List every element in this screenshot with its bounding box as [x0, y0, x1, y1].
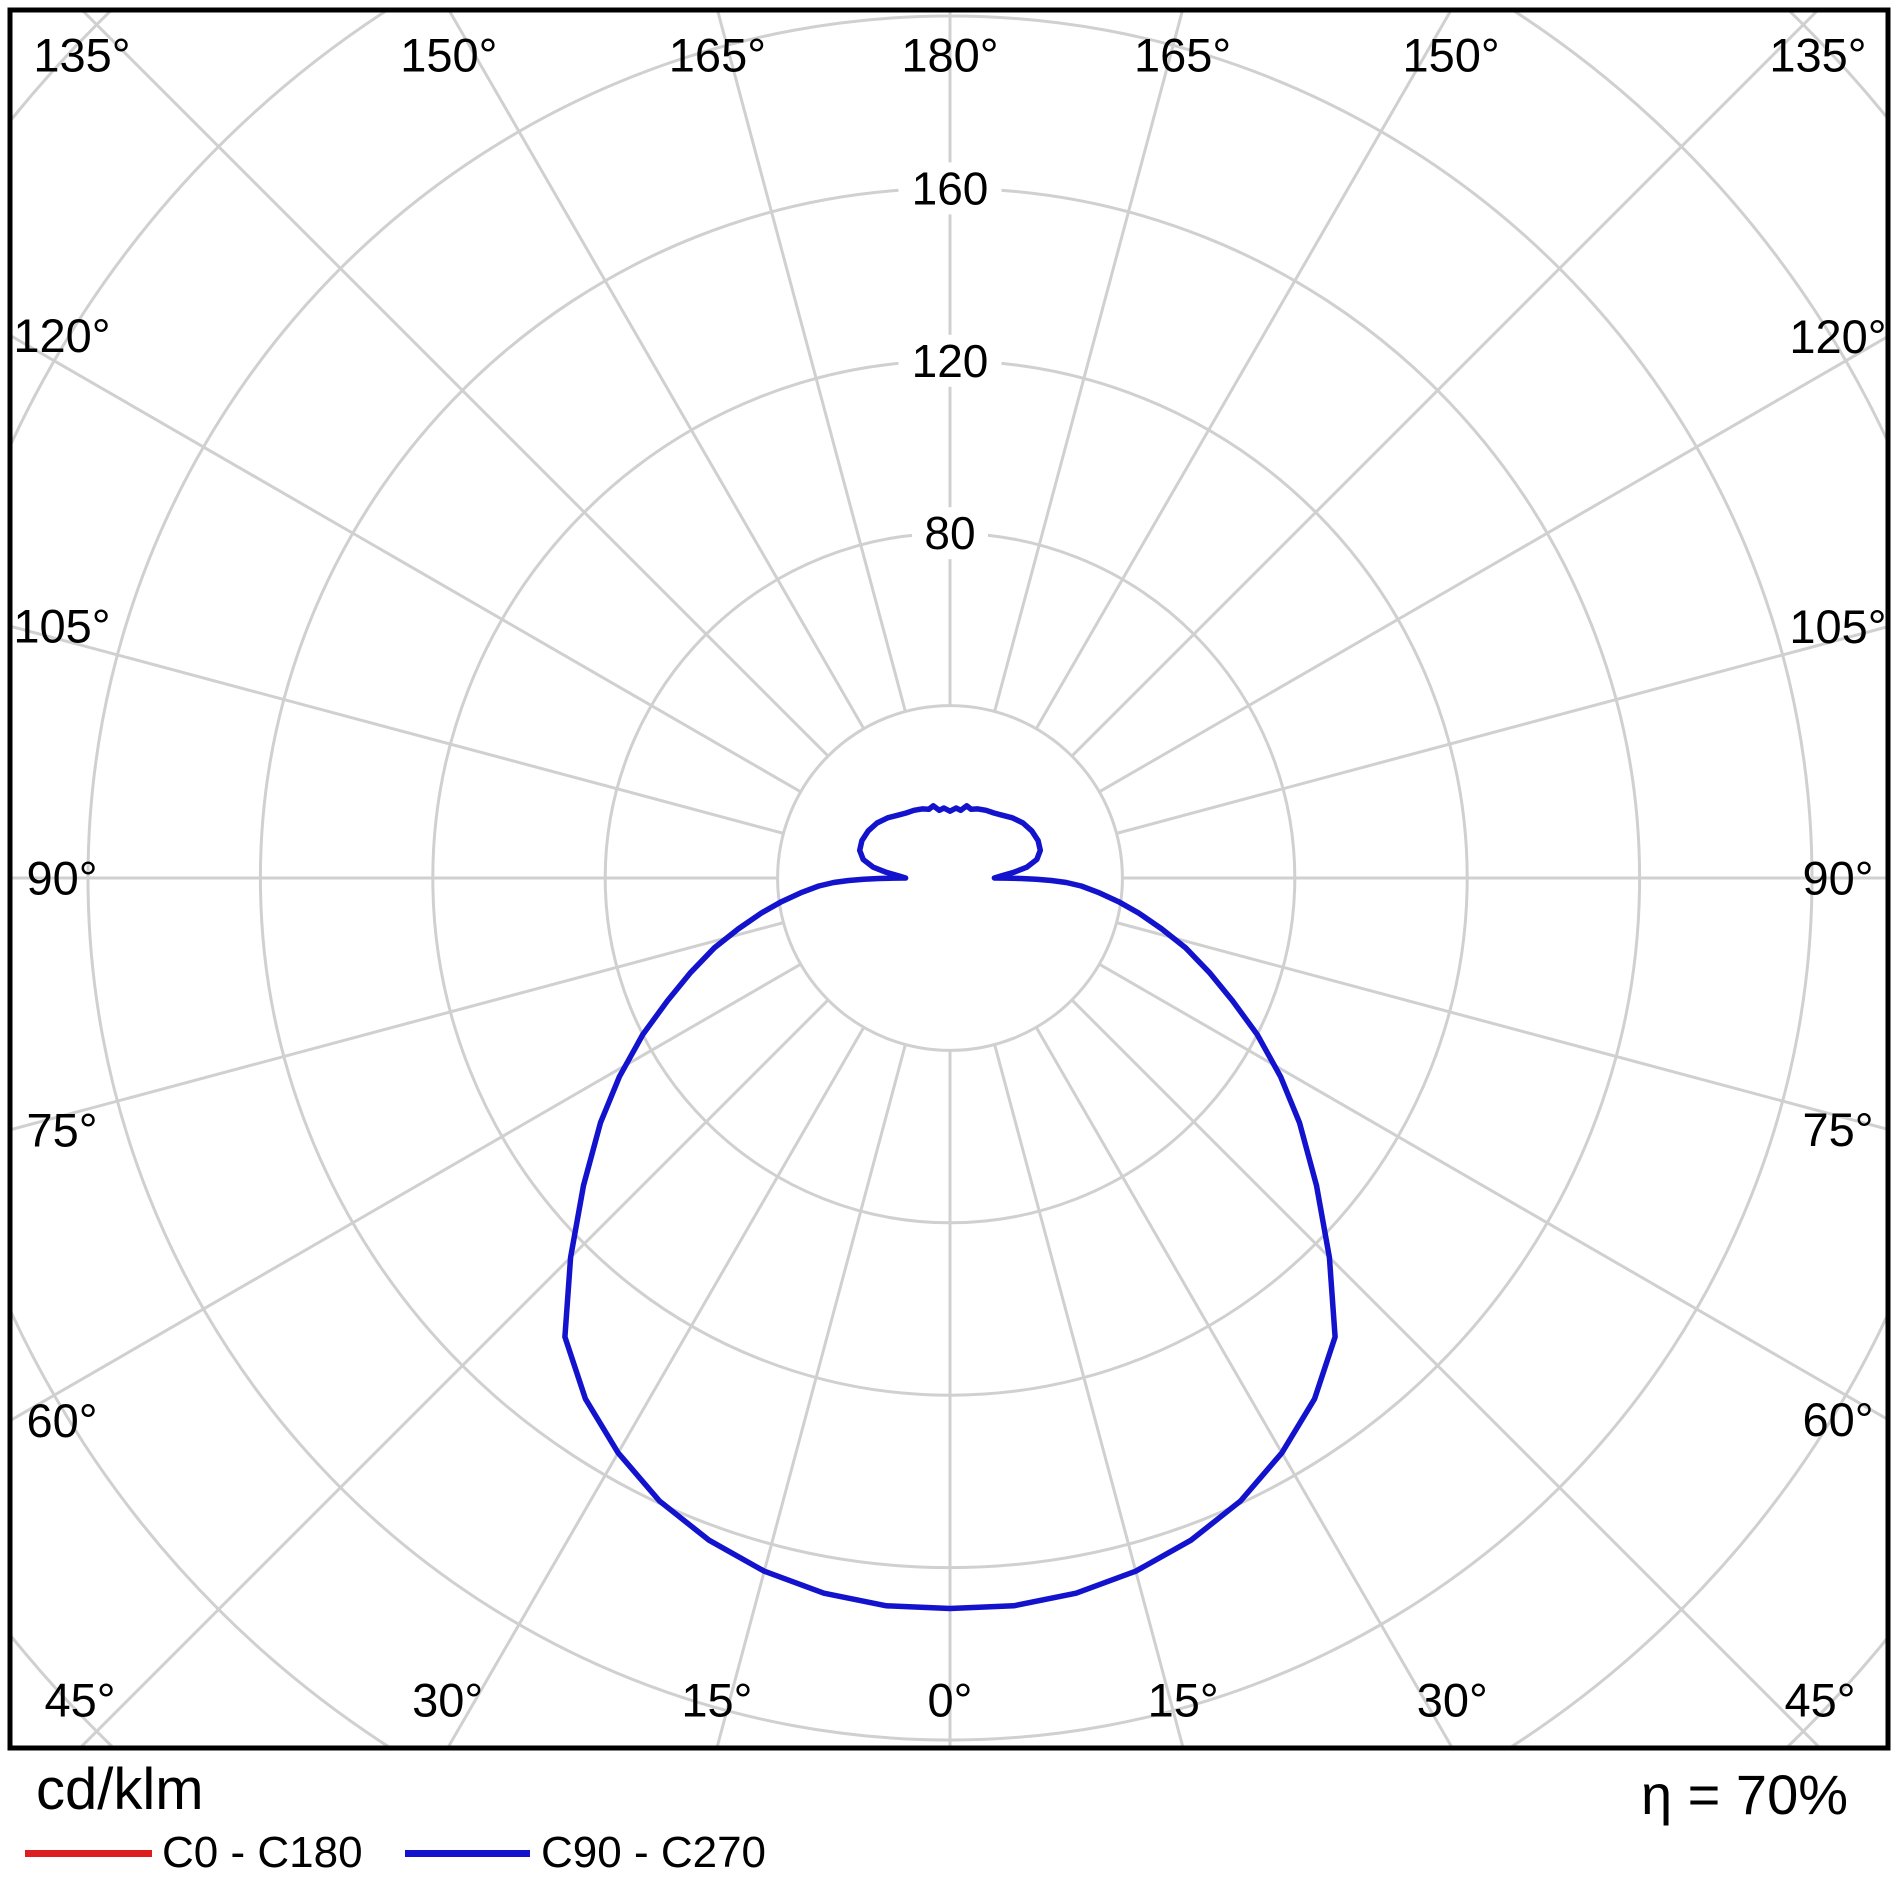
angle-label-right-150: 150° [1403, 29, 1500, 82]
angle-label-center-180: 180° [901, 29, 998, 82]
angle-label-right-105: 105° [1789, 600, 1886, 653]
grid-ray-60 [1098, 962, 1886, 1420]
ring-label-bg-80 [912, 507, 988, 560]
grid-ring-200 [86, 14, 1814, 1742]
ring-label-bg-160 [898, 162, 1002, 215]
angle-label-left-120: 120° [13, 309, 110, 362]
grid-ray-30 [1034, 1026, 1453, 1746]
grid-ray-165 [993, 12, 1184, 712]
grid-ray-240 [12, 335, 802, 794]
angle-label-right-135: 135° [1769, 29, 1866, 82]
legend-swatch-c90-c270 [405, 1850, 530, 1857]
grid-ray-45 [1070, 998, 1820, 1746]
angle-label-right-165: 165° [1134, 29, 1231, 82]
ring-label-120: 120 [912, 335, 989, 387]
angle-label-right-90: 90° [1802, 852, 1873, 905]
legend-label-c0-c180: C0 - C180 [162, 1828, 363, 1877]
angle-label-right-75: 75° [1802, 1103, 1873, 1156]
grid-ray-150 [1034, 12, 1452, 730]
grid-ray-315 [80, 998, 830, 1746]
angle-label-center-0: 0° [928, 1674, 973, 1727]
grid-ray-255 [12, 625, 784, 835]
grid-ray-135 [1070, 12, 1818, 758]
angle-label-right-45: 45° [1784, 1674, 1855, 1727]
grid-ray-195 [716, 12, 907, 712]
grid-ray-225 [82, 12, 830, 758]
ring-label-160: 160 [912, 162, 989, 214]
angle-label-left-105: 105° [13, 600, 110, 653]
angle-label-left-30: 30° [412, 1674, 483, 1727]
angle-label-right-30: 30° [1417, 1674, 1488, 1727]
angle-label-left-15: 15° [681, 1674, 752, 1727]
angle-label-left-75: 75° [26, 1103, 97, 1156]
angle-label-right-60: 60° [1802, 1393, 1873, 1446]
plot-border [7, 7, 1891, 1751]
legend-label-c90-c270: C90 - C270 [541, 1828, 767, 1877]
angle-label-left-150: 150° [400, 29, 497, 82]
angle-label-left-90: 90° [26, 852, 97, 905]
grid-ray-330 [447, 1026, 866, 1746]
ring-label-80: 80 [924, 507, 975, 559]
angle-label-left-135: 135° [33, 29, 130, 82]
grid-ray-15 [993, 1044, 1184, 1746]
grid-ray-210 [448, 12, 866, 730]
grid-ray-120 [1098, 336, 1886, 794]
angle-label-left-45: 45° [44, 1674, 115, 1727]
angle-label-left-60: 60° [26, 1394, 97, 1447]
efficiency-label: η = 70% [1640, 1763, 1848, 1826]
angle-label-right-15: 15° [1148, 1674, 1219, 1727]
grid-ray-345 [716, 1044, 907, 1746]
angle-label-right-120: 120° [1789, 310, 1886, 363]
grid-ray-75 [1116, 921, 1886, 1131]
ring-label-bg-120 [898, 334, 1002, 387]
grid-ring-40 [776, 704, 1124, 1052]
curve-c90-c270 [562, 803, 1338, 1612]
grid-ray-105 [1116, 625, 1886, 835]
angle-label-left-165: 165° [669, 29, 766, 82]
grid-ray-285 [12, 921, 784, 1131]
legend-swatch-c0-c180 [25, 1850, 152, 1857]
grid-ray-300 [12, 962, 802, 1421]
unit-label: cd/klm [36, 1757, 204, 1822]
